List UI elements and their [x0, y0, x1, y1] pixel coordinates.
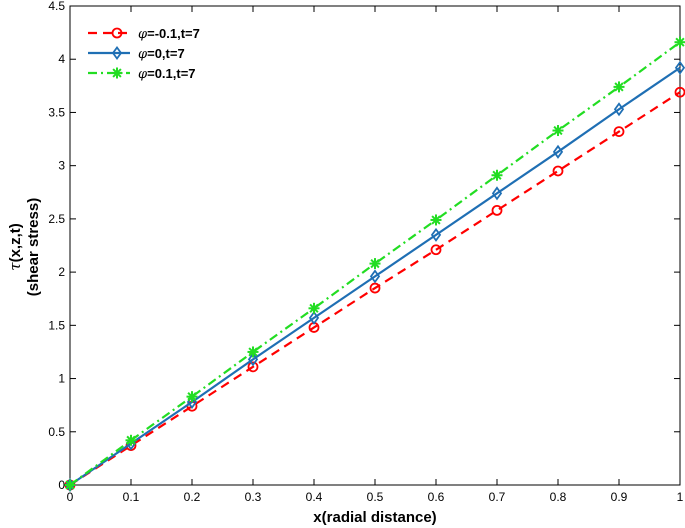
data-point — [491, 204, 503, 216]
y-tick-label: 2.5 — [48, 212, 65, 226]
data-point — [613, 81, 625, 93]
data-point — [64, 479, 76, 491]
y-axis-label-line1: (x,z,t) — [7, 223, 24, 262]
data-point — [552, 165, 564, 177]
data-point — [247, 361, 259, 373]
x-tick-label: 0.2 — [184, 490, 201, 504]
series-line — [69, 66, 681, 486]
legend-label: φ=0.1,t=7 — [138, 66, 196, 82]
x-axis-ticks: 0 0.1 0.2 0.3 0.4 0.5 0.6 0.7 0.8 0.9 1 — [67, 6, 684, 504]
series-layer — [64, 36, 685, 493]
y-tick-label: 3.5 — [48, 105, 65, 119]
data-point — [552, 125, 564, 137]
y-axis-label-line2: (shear stress) — [25, 198, 42, 296]
y-axis-label: τ(x,z,t) (shear stress) — [6, 198, 42, 296]
legend-item-2: φ=0.1,t=7 — [88, 66, 196, 82]
legend-marker — [111, 27, 123, 39]
legend-label: φ=0,t=7 — [138, 46, 185, 62]
data-point — [308, 302, 320, 314]
data-point — [369, 258, 381, 270]
x-tick-label: 1 — [677, 490, 684, 504]
series-0 — [64, 86, 685, 491]
data-point — [552, 144, 564, 159]
y-tick-label: 1.5 — [48, 318, 65, 332]
data-point — [308, 310, 320, 325]
y-tick-label: 2 — [58, 265, 65, 279]
data-point — [369, 282, 381, 294]
svg-text:τ(x,z,t): τ(x,z,t) — [6, 223, 24, 270]
series-2 — [64, 36, 685, 491]
data-point — [674, 36, 685, 48]
data-point — [430, 214, 442, 226]
y-axis-ticks: 0 0.5 1 1.5 2 2.5 3 3.5 4 4.5 — [48, 0, 680, 492]
data-point — [674, 60, 685, 75]
x-tick-label: 0.4 — [306, 490, 323, 504]
data-point — [491, 186, 503, 201]
series-1 — [64, 60, 685, 493]
y-tick-label: 0.5 — [48, 425, 65, 439]
data-point — [125, 434, 137, 446]
x-tick-label: 0.3 — [245, 490, 262, 504]
y-axis-label-symbol: τ — [6, 262, 24, 271]
data-point — [186, 391, 198, 403]
legend: φ=-0.1,t=7 φ=0,t=7 φ=0.1,t=7 — [88, 26, 200, 82]
data-point — [369, 269, 381, 284]
data-point — [430, 244, 442, 256]
data-point — [491, 169, 503, 181]
data-point — [430, 227, 442, 242]
series-line — [69, 41, 681, 486]
legend-marker — [111, 67, 123, 79]
legend-item-0: φ=-0.1,t=7 — [88, 26, 200, 42]
data-point — [247, 346, 259, 358]
y-tick-label: 3 — [58, 159, 65, 173]
y-tick-label: 4.5 — [48, 0, 65, 13]
x-tick-label: 0.1 — [123, 490, 140, 504]
legend-item-1: φ=0,t=7 — [88, 45, 185, 62]
x-tick-label: 0.6 — [428, 490, 445, 504]
data-point — [613, 126, 625, 138]
x-tick-label: 0.9 — [611, 490, 628, 504]
x-axis-label: x(radial distance) — [313, 509, 436, 526]
data-point — [613, 102, 625, 117]
legend-marker — [111, 45, 123, 61]
y-tick-label: 1 — [58, 372, 65, 386]
legend-label: φ=-0.1,t=7 — [138, 26, 200, 42]
x-tick-label: 0.8 — [550, 490, 567, 504]
series-line — [69, 91, 681, 486]
y-tick-label: 0 — [58, 478, 65, 492]
data-point — [247, 352, 259, 367]
x-tick-label: 0 — [67, 490, 74, 504]
y-tick-label: 4 — [58, 52, 65, 66]
x-tick-label: 0.5 — [367, 490, 384, 504]
x-tick-label: 0.7 — [489, 490, 506, 504]
